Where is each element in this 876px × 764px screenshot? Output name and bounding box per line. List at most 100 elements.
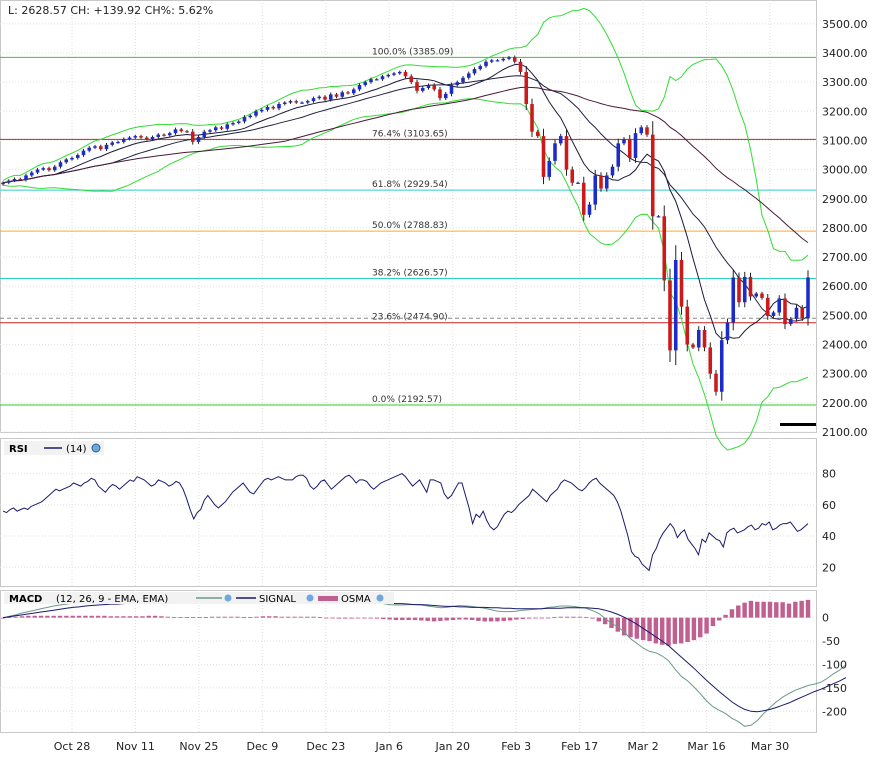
candle-body — [219, 127, 224, 129]
candle-body — [162, 134, 166, 136]
candle-body — [98, 146, 103, 150]
macd-legend-params: (12, 26, 9 - EMA, EMA) — [56, 594, 168, 605]
osma-bar — [799, 600, 804, 618]
settings-icon[interactable] — [91, 443, 101, 453]
x-tick-label: Feb 17 — [561, 740, 598, 753]
candle-body — [420, 87, 425, 91]
fib-label: 50.0% (2788.83) — [372, 221, 448, 231]
x-tick-label: Dec 9 — [246, 740, 278, 753]
osma-bar — [64, 615, 69, 618]
x-tick-label: Mar 16 — [687, 740, 725, 753]
price-tick-label: 3000.00 — [822, 164, 868, 177]
osma-bar — [539, 617, 544, 619]
osma-bar — [507, 617, 513, 621]
candle-body — [530, 104, 534, 132]
candle-body — [213, 127, 218, 131]
x-tick-label: Jan 20 — [435, 740, 470, 753]
osma-bar — [761, 601, 766, 618]
candle-body — [202, 131, 207, 137]
candle-body — [271, 106, 276, 109]
candle-body — [185, 131, 189, 133]
candle-body — [41, 168, 46, 170]
osma-bar — [197, 617, 202, 618]
osma-bar — [717, 617, 722, 621]
rsi-legend[interactable]: RSI (14) — [4, 441, 104, 455]
candle-body — [650, 134, 655, 217]
macd-panel[interactable] — [0, 590, 817, 733]
candle-body — [369, 79, 373, 83]
osma-bar — [476, 617, 481, 621]
osma-bar — [235, 616, 240, 618]
osma-settings-icon[interactable] — [376, 594, 384, 602]
candle-body — [294, 101, 299, 103]
osma-bar — [533, 617, 538, 619]
osma-bar — [222, 616, 228, 618]
x-tick-label: Nov 25 — [179, 740, 218, 753]
candle-body — [725, 322, 730, 341]
candle-body — [110, 142, 115, 145]
candle-body — [225, 124, 230, 129]
osma-bar — [324, 617, 329, 619]
rsi-panel[interactable] — [0, 438, 817, 587]
price-tick-label: 2600.00 — [822, 280, 868, 293]
candle-body — [616, 143, 621, 167]
candle-body — [639, 127, 644, 134]
rsi-tick-label: 20 — [822, 561, 836, 574]
osma-bar — [95, 615, 101, 618]
price-tick-label: 2100.00 — [822, 426, 868, 439]
osma-bar — [659, 617, 665, 645]
candle-body — [765, 297, 770, 316]
candle-body — [576, 182, 580, 184]
quote-readout: L: 2628.57 CH: +139.92 CH%: 5.62% — [8, 4, 213, 17]
macd-tick-label: -50 — [822, 635, 840, 648]
candle-body — [317, 96, 322, 99]
signal-settings-icon[interactable] — [306, 594, 314, 602]
candle-body — [719, 340, 724, 392]
osma-bar — [793, 601, 798, 618]
candle-body — [277, 104, 281, 109]
candle-body — [587, 204, 592, 215]
osma-bar — [349, 617, 354, 619]
candle-body — [392, 73, 396, 75]
candle-body — [75, 155, 80, 158]
candle-body — [461, 77, 465, 83]
candle-body — [610, 166, 615, 176]
candle-body — [340, 92, 345, 97]
osma-bar — [431, 617, 437, 622]
candle-body — [127, 137, 132, 139]
scroll-indicator[interactable] — [780, 423, 816, 426]
osma-bar — [729, 609, 735, 618]
fib-label: 76.4% (3103.65) — [372, 129, 448, 139]
osma-bar — [590, 617, 595, 619]
osma-bar — [298, 616, 304, 618]
candle-body — [87, 147, 92, 151]
osma-bar — [495, 617, 500, 622]
osma-bar — [577, 616, 583, 618]
price-tick-label: 3400.00 — [822, 47, 868, 60]
osma-bar — [767, 601, 773, 618]
candle-body — [133, 136, 138, 138]
candle-body — [570, 169, 575, 183]
candle-body — [748, 276, 753, 297]
x-tick-label: Mar 2 — [627, 740, 658, 753]
fib-label: 23.6% (2474.90) — [372, 313, 448, 323]
candle-body — [236, 121, 241, 123]
candle-body — [432, 85, 437, 90]
candle-body — [386, 74, 391, 77]
osma-bar — [438, 617, 443, 621]
osma-bar — [279, 616, 285, 618]
x-tick-label: Feb 3 — [501, 740, 531, 753]
candle-body — [242, 117, 247, 122]
candle-body — [357, 85, 362, 90]
osma-bar — [400, 617, 405, 620]
candle-body — [150, 136, 155, 139]
candle-body — [58, 162, 63, 167]
osma-bar — [558, 616, 564, 618]
candle-body — [593, 175, 598, 205]
osma-bar — [387, 617, 392, 620]
macd-settings-icon[interactable] — [224, 594, 232, 602]
candle-body — [12, 178, 17, 181]
macd-legend[interactable]: MACD (12, 26, 9 - EMA, EMA) SIGNAL OSMA — [4, 592, 394, 605]
candle-body — [581, 182, 586, 215]
osma-bar — [216, 616, 221, 618]
